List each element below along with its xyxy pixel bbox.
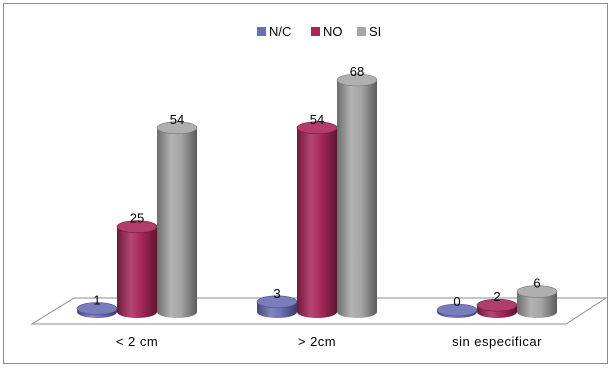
bar-n-c-2-cm [76,302,118,318]
bar-no-sin-especificar [476,298,518,318]
category-label: > 2cm [298,334,336,349]
category-labels: < 2 cm > 2cm sin especificar [116,334,542,349]
legend-swatch [257,27,266,36]
legend-label: SI [369,24,381,39]
bar-top [516,285,558,298]
category-label: < 2 cm [116,334,158,349]
category-label: sin especificar [452,334,542,349]
bar-top [336,73,378,87]
bar-si-2cm [336,73,378,318]
data-label: 1 [93,293,100,308]
legend-item-si: SI [357,24,381,39]
data-label: 2 [493,289,500,304]
legend-item-n-c: N/C [257,24,291,39]
data-label: 25 [130,211,144,226]
data-label: 6 [533,276,540,291]
legend-swatch [357,27,366,36]
bar-si-sin-especificar [516,285,558,318]
data-label: 54 [310,112,324,127]
bar-body [157,127,197,318]
data-label: 0 [453,294,460,309]
data-label: 3 [273,286,280,301]
bar-no-2-cm [116,220,158,318]
bars [76,73,558,318]
bar-si-2-cm [156,121,198,318]
legend-swatch [311,27,320,36]
bar-n-c-sin-especificar [436,303,478,318]
bar-no-2cm [296,121,338,318]
legend-item-no: NO [311,24,343,39]
legend-label: N/C [269,24,291,39]
legend-label: NO [323,24,343,39]
data-label: 68 [350,64,364,79]
bar-n-c-2cm [256,295,298,318]
bar-body [337,80,377,318]
bar-body [297,127,337,318]
data-labels: 1 25 54 3 54 68 0 2 6 [93,64,540,309]
bar-body [117,226,157,318]
data-label: 54 [170,112,184,127]
bar-top [156,121,198,135]
legend: N/C NO SI [257,24,381,39]
bar-body [517,291,557,318]
